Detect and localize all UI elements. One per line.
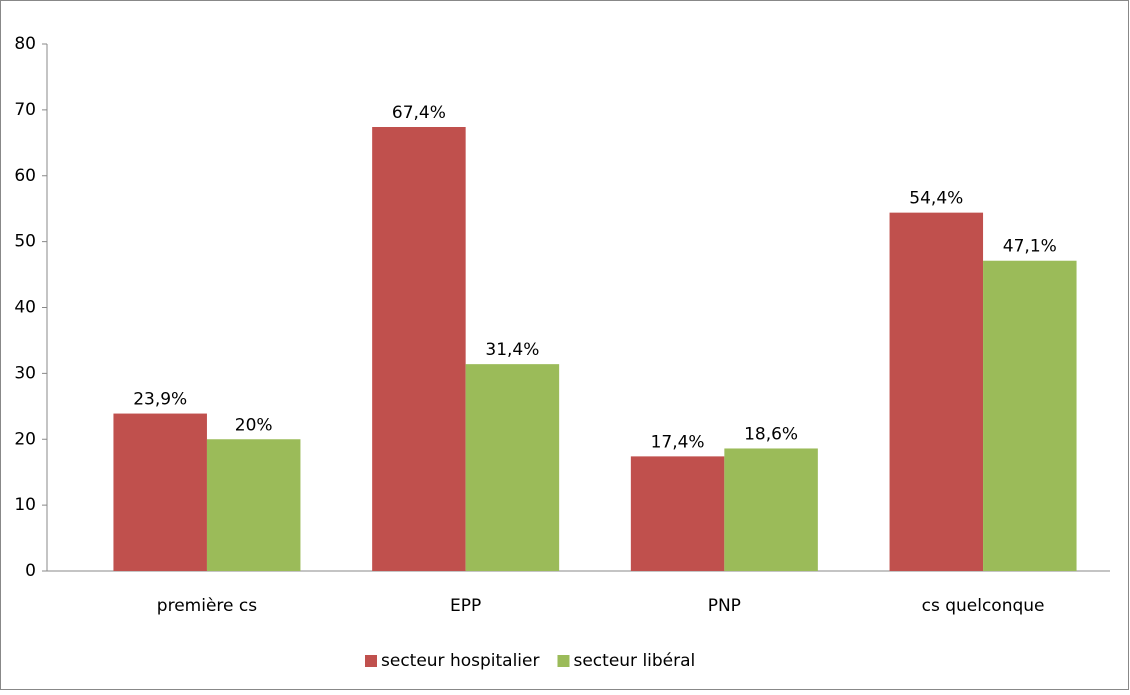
data-label: 54,4% xyxy=(909,189,963,209)
bar xyxy=(113,413,207,571)
bar xyxy=(206,439,301,571)
x-tick-label: EPP xyxy=(450,596,481,616)
y-tick-label: 0 xyxy=(25,561,36,581)
y-tick-label: 60 xyxy=(14,166,36,186)
y-tick-label: 50 xyxy=(14,232,36,252)
bar xyxy=(889,212,984,571)
bar xyxy=(372,127,466,571)
data-label: 31,4% xyxy=(485,340,539,360)
legend-label: secteur hospitalier xyxy=(381,651,539,671)
bar xyxy=(630,456,725,571)
y-tick-label: 70 xyxy=(14,100,36,120)
bar xyxy=(983,260,1077,571)
data-label: 67,4% xyxy=(392,103,446,123)
data-label: 23,9% xyxy=(133,390,187,410)
legend-label: secteur libéral xyxy=(573,651,695,671)
bar xyxy=(724,448,818,571)
y-tick-label: 40 xyxy=(14,298,36,318)
y-tick-label: 80 xyxy=(14,34,36,54)
data-label: 47,1% xyxy=(1003,237,1057,257)
data-label: 17,4% xyxy=(651,432,705,452)
x-tick-label: première cs xyxy=(157,596,257,616)
x-tick-label: cs quelconque xyxy=(922,596,1045,616)
y-tick-label: 10 xyxy=(14,495,36,515)
legend-swatch xyxy=(557,655,570,667)
y-tick-label: 20 xyxy=(14,429,36,449)
y-tick-label: 30 xyxy=(14,363,36,383)
bar xyxy=(465,364,560,571)
data-label: 20% xyxy=(235,415,273,435)
data-label: 18,6% xyxy=(744,424,798,444)
x-tick-label: PNP xyxy=(708,596,741,616)
legend-swatch xyxy=(365,655,377,667)
